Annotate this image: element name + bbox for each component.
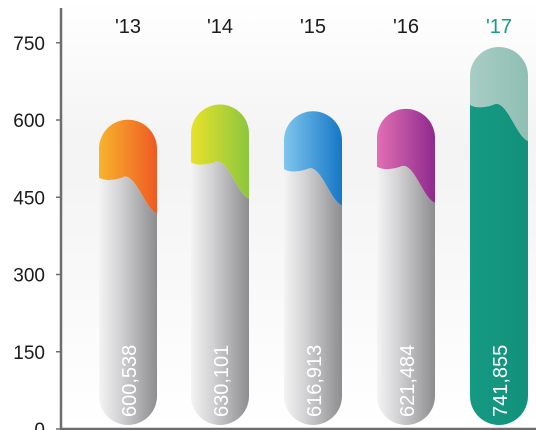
x-category-label: '17	[486, 16, 512, 38]
y-tick-label: 750	[13, 34, 45, 55]
bar-body	[191, 161, 249, 425]
bar-cap	[469, 46, 528, 141]
bar-body	[377, 165, 435, 426]
bar: 600,538	[99, 119, 157, 425]
bar-cap	[284, 111, 342, 206]
y-tick-label: 0	[34, 420, 45, 430]
bar-cap	[191, 104, 249, 199]
bar: 621,484	[377, 108, 435, 426]
bar: 741,855	[469, 46, 528, 426]
bar: 630,101	[191, 104, 249, 425]
x-category-label: '16	[393, 16, 419, 38]
bar-value-label: 621,484	[397, 345, 419, 417]
bar-value-label: 600,538	[119, 345, 141, 417]
y-tick-label: 300	[13, 266, 45, 287]
bar-value-label: 741,855	[490, 345, 512, 417]
bar: 616,913	[284, 111, 342, 426]
x-category-label: '14	[207, 16, 233, 38]
y-tick-label: 150	[13, 343, 45, 364]
bar-value-label: 630,101	[211, 345, 233, 417]
x-category-label: '13	[115, 16, 141, 38]
bar-body	[284, 168, 342, 426]
y-tick-label: 600	[13, 111, 45, 132]
bar-cap	[377, 108, 435, 203]
y-tick-label: 450	[13, 188, 45, 209]
bar-value-label: 616,913	[304, 345, 326, 417]
bar-body	[470, 103, 528, 426]
x-category-label: '15	[300, 16, 326, 38]
bar-cap	[99, 119, 157, 214]
bar-body	[99, 176, 157, 425]
